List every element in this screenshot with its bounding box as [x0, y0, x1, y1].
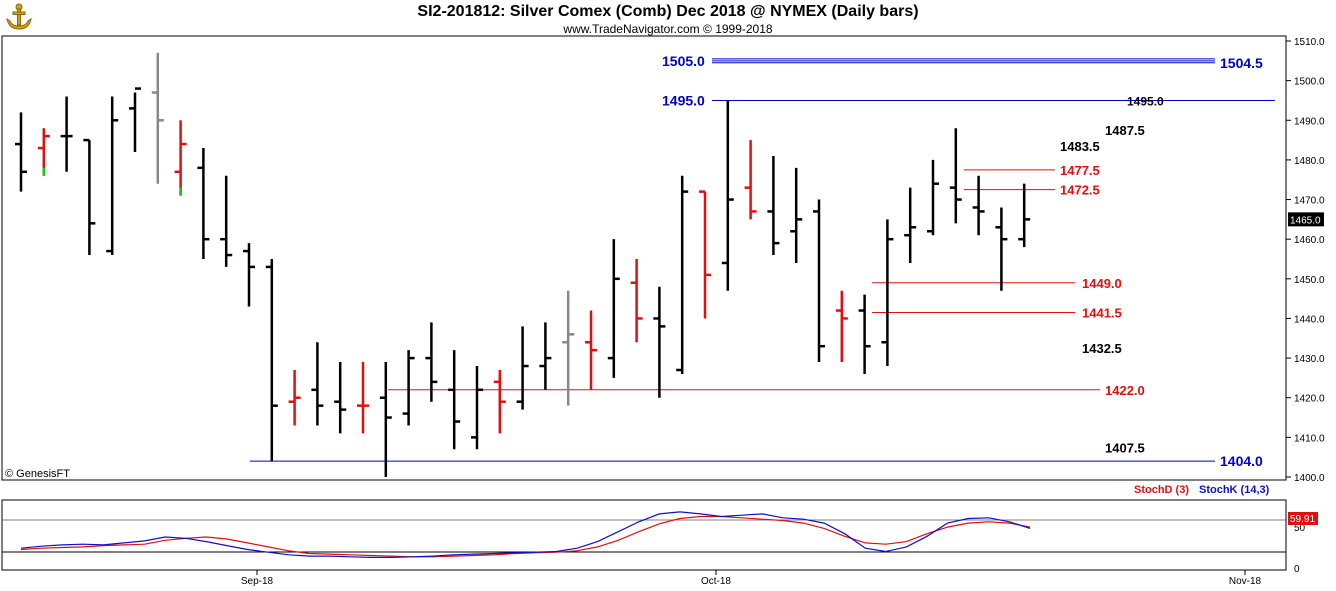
price-tick-label: 1450.0 [1294, 275, 1325, 286]
anchor-icon [6, 3, 32, 30]
price-tick-label: 1440.0 [1294, 314, 1325, 325]
level-label: 1495.0 [1127, 94, 1164, 108]
price-tick-label: 1480.0 [1294, 156, 1325, 167]
price-tick-label: 1420.0 [1294, 394, 1325, 405]
stoch-axis-label: 50 [1294, 523, 1306, 534]
price-tick-label: 1410.0 [1294, 433, 1325, 444]
level-label: 1472.5 [1060, 183, 1100, 198]
price-tick-label: 1460.0 [1294, 235, 1325, 246]
level-label: 1483.5 [1060, 139, 1100, 154]
price-tick-label: 1400.0 [1294, 473, 1325, 484]
price-tick-label: 1510.0 [1294, 37, 1325, 48]
level-label: 1422.0 [1105, 383, 1145, 398]
stoch-k-legend: StochK (14,3) [1199, 484, 1270, 496]
level-label: 1441.5 [1082, 306, 1122, 321]
price-tick-label: 1470.0 [1294, 196, 1325, 207]
date-tick-label: Oct-18 [701, 576, 731, 587]
level-label: 1407.5 [1105, 440, 1145, 455]
stoch-d-legend: StochD (3) [1134, 484, 1189, 496]
level-label: 1487.5 [1105, 123, 1145, 138]
date-tick-label: Nov-18 [1229, 576, 1262, 587]
level-label: 1504.5 [1220, 55, 1263, 71]
level-label: 1505.0 [662, 53, 705, 69]
level-label: 1449.0 [1082, 276, 1122, 291]
price-tick-label: 1430.0 [1294, 354, 1325, 365]
last-price-box [1288, 212, 1324, 227]
price-tick-label: 1490.0 [1294, 116, 1325, 127]
stoch-k-line [20, 511, 1031, 559]
stoch-d-line [20, 515, 1031, 558]
stoch-last-value-box [1288, 512, 1318, 525]
level-label: 1404.0 [1220, 453, 1263, 469]
level-label: 1495.0 [662, 92, 705, 108]
stoch-axis-label: 0 [1294, 564, 1300, 575]
date-tick-label: Sep-18 [241, 576, 274, 587]
price-tick-label: 1500.0 [1294, 77, 1325, 88]
last-price-label: 1465.0 [1290, 215, 1321, 226]
level-label: 1477.5 [1060, 163, 1100, 178]
copyright-label: © GenesisFT [5, 468, 70, 480]
stoch-last-value-label: 59.91 [1290, 514, 1315, 525]
level-label: 1432.5 [1082, 341, 1122, 356]
chart-subtitle: www.TradeNavigator.com © 1999-2018 [563, 22, 773, 36]
chart-title: SI2-201812: Silver Comex (Comb) Dec 2018… [417, 3, 919, 20]
